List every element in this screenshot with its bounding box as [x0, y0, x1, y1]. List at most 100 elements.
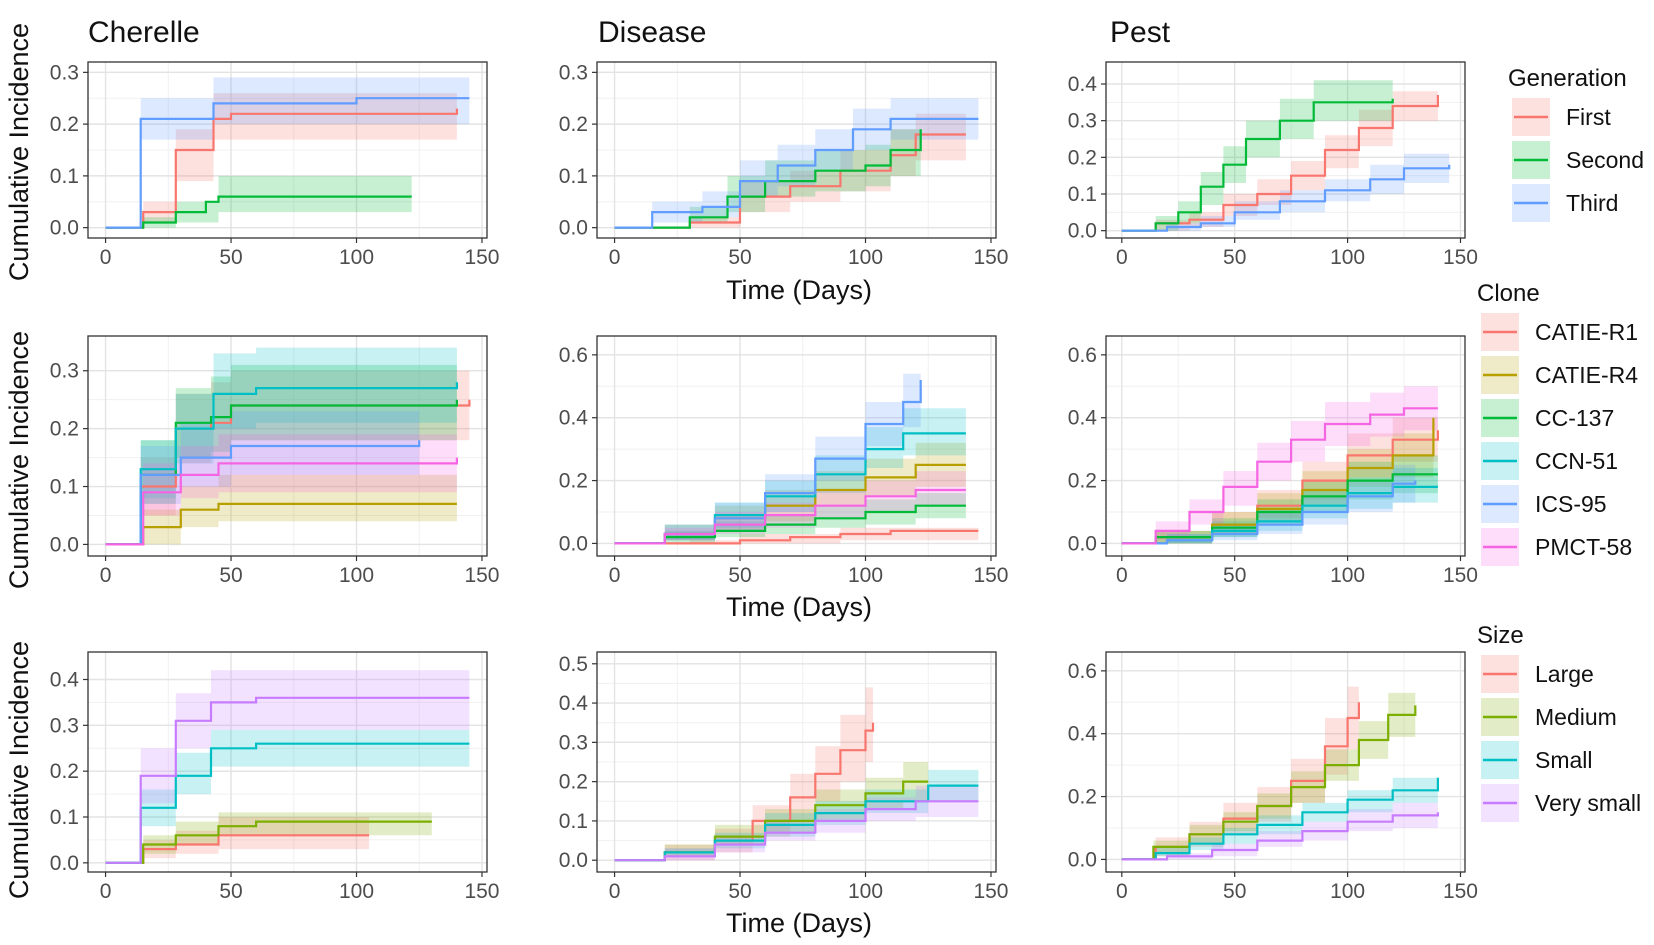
x-tick-label: 150	[1443, 246, 1478, 269]
panel-size-pest: 0 50 100 150 0.0 0.2 0.4 0.6	[1068, 651, 1478, 903]
series-line-very-small	[105, 696, 470, 864]
legend-label: Third	[1566, 190, 1618, 216]
ci-band-medium	[614, 762, 929, 861]
ci-band-small	[1121, 762, 1438, 860]
y-tick-label: 0.6	[1068, 344, 1097, 367]
y-tick-label: 0.2	[1068, 470, 1097, 493]
panel-clone-cherelle: 0 50 100 150 0.0 0.1 0.2 0.3	[50, 335, 500, 587]
ci-band-medium	[1121, 680, 1416, 860]
col-title-cherelle: Cherelle	[88, 16, 200, 49]
series-line-second	[105, 195, 412, 229]
series-line-small	[1121, 777, 1439, 861]
series-group	[614, 679, 979, 862]
ci-band-very-small	[1121, 796, 1438, 860]
ci-band-pmct-58	[1121, 386, 1438, 544]
x-tick-label: 50	[728, 880, 751, 903]
x-tick-label: 50	[1223, 564, 1246, 587]
x-tick-label: 150	[973, 246, 1008, 269]
y-tick-label: 0.0	[559, 532, 588, 555]
legend-label: CC-137	[1535, 405, 1614, 431]
x-tick-label: 0	[100, 880, 112, 903]
y-axis-label-row1: Cumulative Incidence	[4, 23, 34, 281]
series-line-second	[614, 129, 922, 229]
x-tick-label: 100	[339, 246, 374, 269]
y-tick-label: 0.1	[559, 165, 588, 188]
legend-label: CATIE-R4	[1535, 362, 1638, 388]
series-line-very-small	[614, 800, 979, 862]
x-tick-label: 150	[973, 564, 1008, 587]
ci-band-ccn-51	[1121, 468, 1438, 544]
ci-band-pmct-58	[614, 471, 966, 544]
ci-band-ics-95	[614, 348, 921, 544]
series-group	[614, 348, 979, 545]
panel-border	[1105, 61, 1466, 239]
x-tick-label: 150	[1443, 564, 1478, 587]
y-tick-label: 0.3	[50, 61, 79, 84]
series-line-catie-r1	[614, 529, 979, 545]
panel-generation-disease: 0 50 100 150 0.0 0.1 0.2 0.3	[559, 61, 1009, 269]
legend-label: Second	[1566, 147, 1644, 173]
panel-border	[596, 335, 997, 557]
x-axis-label-row2: Time (Days)	[726, 592, 872, 622]
panel-border	[596, 61, 997, 239]
x-tick-label: 100	[339, 880, 374, 903]
ci-band-catie-r1	[614, 521, 979, 544]
y-tick-label: 0.0	[559, 217, 588, 240]
series-line-cc-137	[1121, 473, 1438, 545]
x-tick-label: 50	[728, 564, 751, 587]
x-tick-label: 0	[100, 246, 112, 269]
y-tick-label: 0.4	[1068, 723, 1098, 746]
series-line-pmct-58	[1121, 407, 1438, 545]
x-tick-label: 150	[464, 246, 499, 269]
ci-band-very-small	[105, 665, 470, 863]
x-tick-label: 100	[848, 246, 883, 269]
y-tick-label: 0.4	[1068, 73, 1098, 96]
panel-border	[87, 335, 488, 557]
series-line-medium	[105, 820, 432, 864]
x-tick-label: 150	[464, 880, 499, 903]
y-tick-label: 0.0	[1068, 532, 1097, 555]
y-tick-label: 0.2	[50, 418, 79, 441]
ci-band-third	[614, 98, 979, 228]
series-line-first	[1121, 95, 1439, 232]
y-tick-label: 0.6	[1068, 660, 1097, 683]
x-tick-label: 50	[219, 564, 242, 587]
legend-title: Clone	[1477, 280, 1540, 307]
ci-band-first	[105, 87, 457, 228]
x-tick-label: 50	[1223, 880, 1246, 903]
series-group	[105, 72, 470, 229]
panel-size-disease: 0 50 100 150 0.0 0.1 0.2 0.3 0.4 0.5	[559, 651, 1009, 903]
ci-band-second	[105, 175, 412, 228]
x-tick-label: 100	[848, 564, 883, 587]
series-line-second	[1121, 98, 1394, 232]
panel-generation-cherelle: 0 50 100 150 0.0 0.1 0.2 0.3	[50, 61, 500, 269]
series-line-third	[614, 117, 979, 229]
y-tick-label: 0.6	[559, 344, 588, 367]
ci-band-first	[614, 113, 966, 228]
panel-border	[87, 651, 488, 873]
x-tick-label: 50	[219, 246, 242, 269]
y-tick-label: 0.5	[559, 653, 588, 676]
y-tick-label: 0.1	[1068, 183, 1097, 206]
series-line-pmct-58	[105, 457, 458, 546]
ci-band-third	[1121, 150, 1450, 231]
y-tick-label: 0.3	[559, 61, 588, 84]
ci-band-very-small	[614, 785, 979, 861]
series-line-ics-95	[1121, 480, 1417, 545]
ci-band-second	[1121, 76, 1393, 231]
x-tick-label: 50	[219, 880, 242, 903]
y-tick-label: 0.0	[50, 533, 79, 556]
x-tick-label: 0	[609, 564, 621, 587]
x-tick-label: 150	[973, 880, 1008, 903]
x-tick-label: 50	[1223, 246, 1246, 269]
y-tick-label: 0.2	[1068, 786, 1097, 809]
panel-clone-disease: 0 50 100 150 0.0 0.2 0.4 0.6	[559, 335, 1009, 587]
y-tick-label: 0.2	[50, 113, 79, 136]
legends: GenerationFirstSecondThirdCloneCATIE-R1C…	[1477, 65, 1644, 822]
x-tick-label: 0	[1116, 880, 1128, 903]
series-group	[1121, 386, 1439, 545]
series-line-third	[1121, 164, 1451, 232]
y-tick-label: 0.0	[1068, 220, 1097, 243]
x-tick-label: 100	[1330, 564, 1365, 587]
